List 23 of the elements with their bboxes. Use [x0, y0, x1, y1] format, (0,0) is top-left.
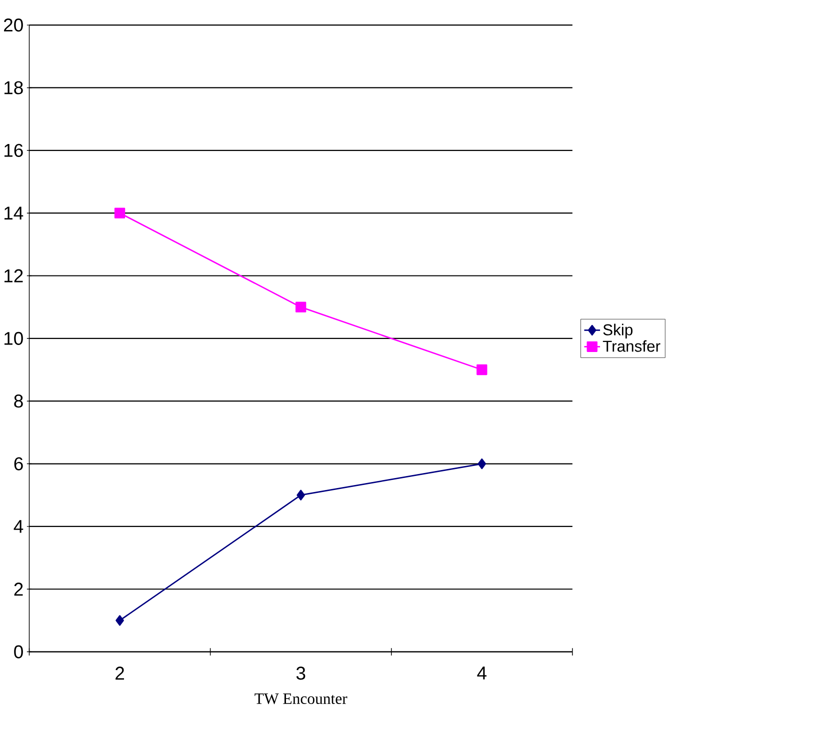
point [476, 364, 488, 376]
y-tick-label: 6 [14, 457, 23, 470]
y-tick-label: 14 [4, 206, 24, 220]
y-tick-label: 12 [4, 269, 23, 282]
x-tick-label: 3 [296, 666, 306, 680]
legend-label: Skip [603, 324, 632, 338]
y-tick-label: 10 [4, 332, 23, 345]
y-tick-label: 18 [4, 81, 23, 94]
y-tick-label: 2 [14, 582, 23, 596]
point [478, 458, 486, 470]
y-tick-label: 4 [14, 520, 24, 533]
x-tick-label: 2 [116, 666, 124, 680]
x-axis-title: TW Encounter [254, 694, 348, 704]
y-tick-label: 16 [4, 144, 23, 157]
y-tick-label: 0 [14, 645, 23, 658]
point [114, 208, 126, 218]
y-tick-label: 8 [14, 394, 23, 408]
point [116, 615, 124, 626]
legend-label: Transfer [602, 340, 660, 352]
x-tick-label: 4 [477, 666, 486, 680]
point [296, 302, 306, 312]
y-tick-label: 20 [4, 18, 23, 32]
point [296, 490, 306, 500]
